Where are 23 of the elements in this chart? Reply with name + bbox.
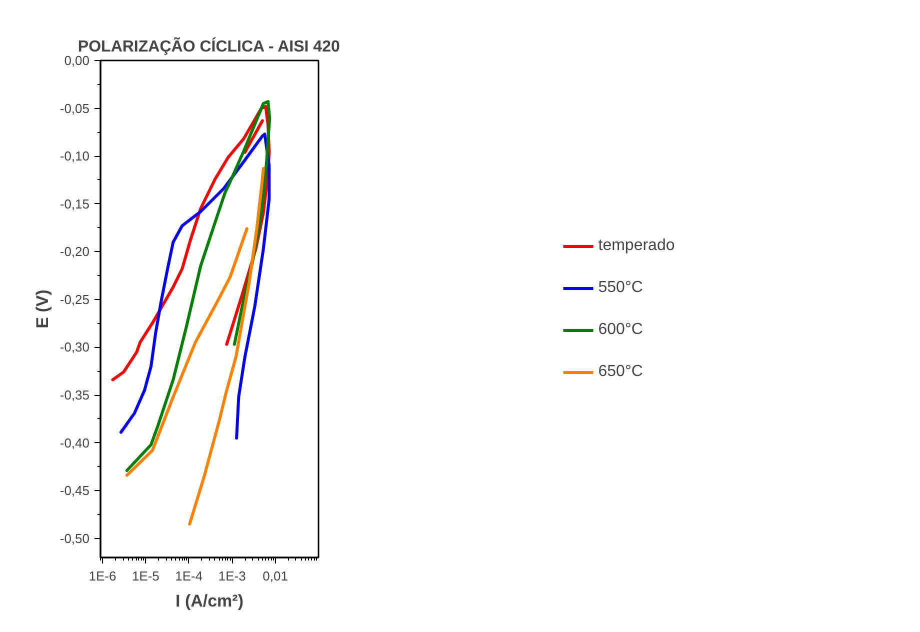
y-tick-label: -0,50 [60, 530, 90, 546]
y-tick-label: 0,00 [64, 53, 90, 68]
y-tick-label: -0,05 [60, 100, 90, 116]
y-tick-label: -0,35 [60, 388, 90, 403]
x-tick-label: 1E-5 [132, 568, 160, 584]
x-tick-label: 0,01 [262, 568, 288, 584]
y-tick-label: -0,30 [60, 340, 90, 355]
y-tick-label: -0,45 [60, 483, 90, 498]
x-tick-label: 1E-4 [175, 568, 203, 584]
y-tick-label: -0,15 [60, 196, 90, 212]
legend-label: temperado [598, 236, 675, 254]
y-tick-label: -0,10 [60, 148, 90, 164]
y-tick-label: -0,20 [60, 244, 90, 260]
y-axis-title: E (V) [32, 290, 52, 328]
y-tick-label: -0,40 [60, 435, 90, 450]
y-tick-label: -0,25 [60, 292, 90, 307]
legend-label: 600°C [598, 320, 643, 338]
chart-title: POLARIZAÇÃO CÍCLICA - AISI 420 [78, 36, 340, 56]
x-tick-label: 1E-3 [218, 568, 246, 584]
legend-label: 650°C [598, 362, 643, 380]
x-tick-label: 1E-6 [88, 568, 116, 584]
legend-label: 550°C [598, 278, 643, 296]
x-axis-title: I (A/cm²) [176, 592, 244, 610]
